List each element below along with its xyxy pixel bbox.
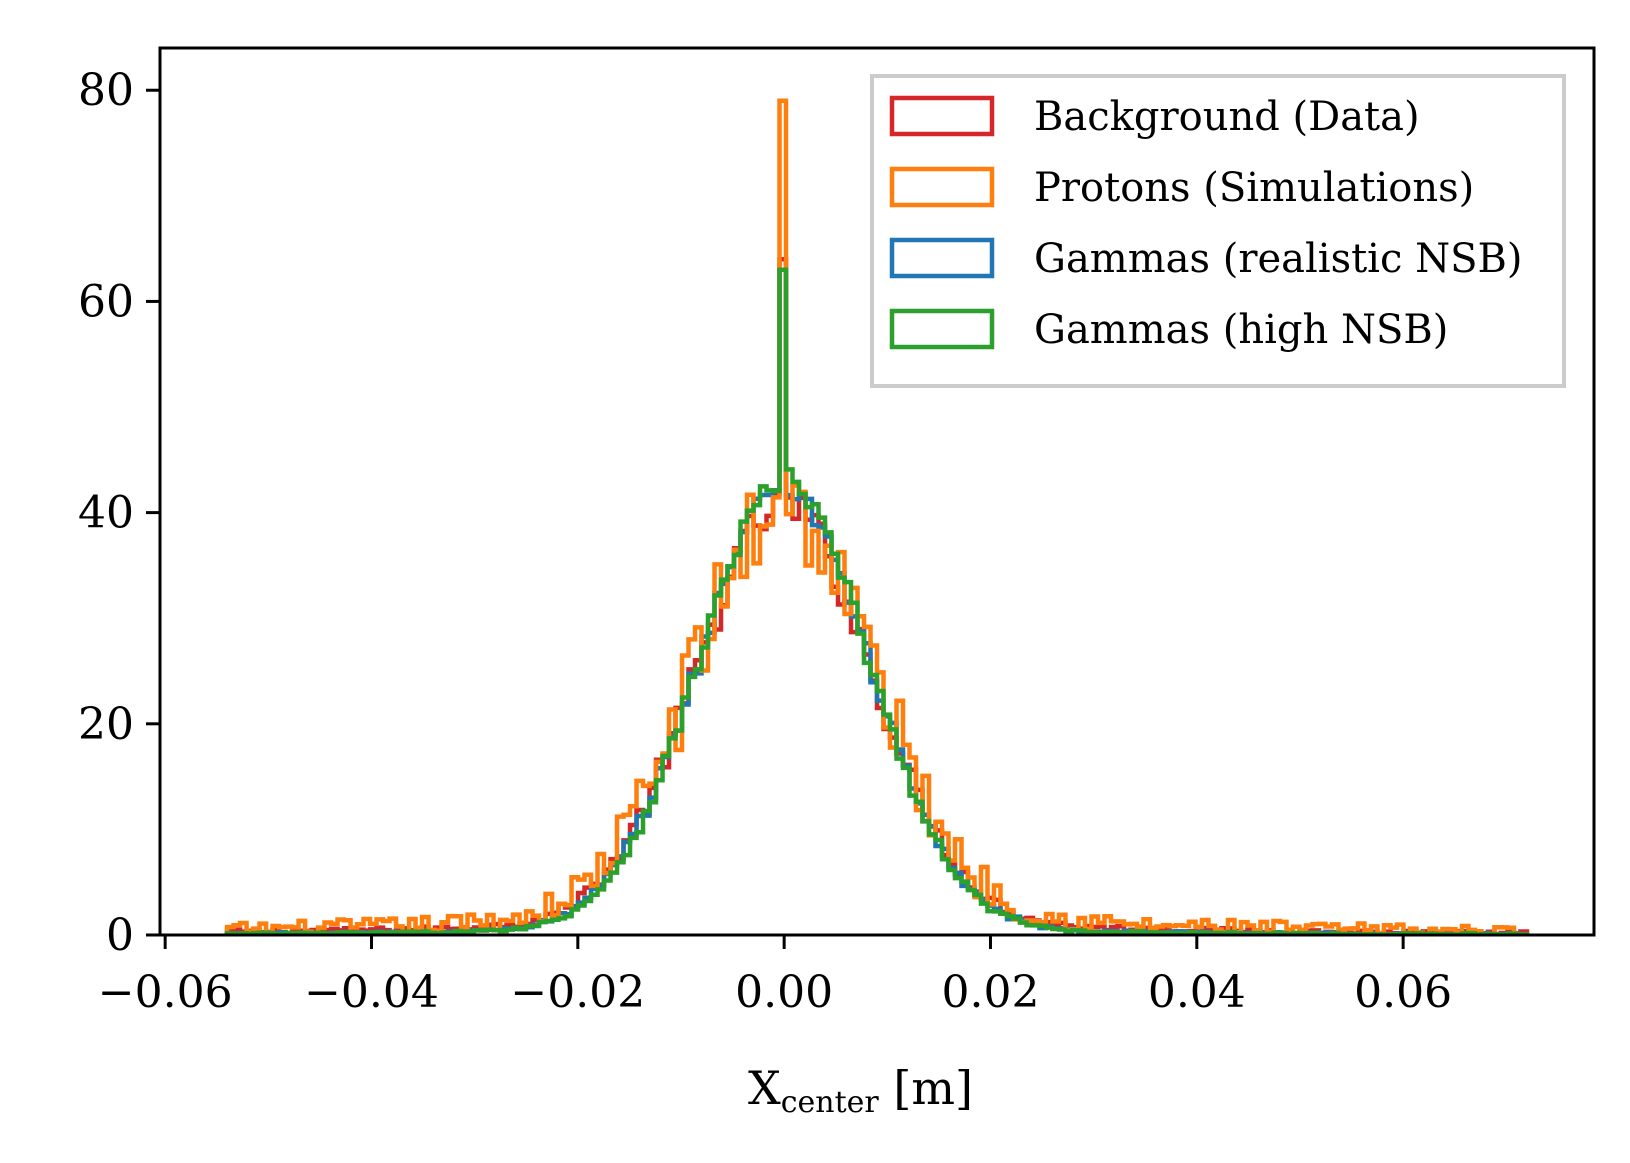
- x-tick-label: 0.04: [1148, 967, 1246, 1018]
- legend-frame: [870, 74, 1566, 388]
- legend-swatch-3: [889, 237, 995, 279]
- x-tick-label: −0.04: [304, 967, 439, 1018]
- x-axis: −0.06 −0.04 −0.02 0.00 0.02 0.04 0.06: [98, 935, 1452, 1018]
- y-tick-label: 80: [78, 65, 134, 116]
- legend-label-2: Protons (Simulations): [1034, 165, 1474, 211]
- x-tick-label: −0.02: [510, 967, 645, 1018]
- y-tick-label: 0: [106, 910, 134, 961]
- legend-label-4: Gammas (high NSB): [1034, 307, 1448, 353]
- legend-label-1: Background (Data): [1034, 94, 1420, 140]
- legend-label-3: Gammas (realistic NSB): [1034, 236, 1523, 282]
- y-axis: 0 20 40 60 80: [78, 65, 160, 961]
- legend-swatch-4: [889, 308, 995, 350]
- x-axis-label-subscript: center: [781, 1085, 880, 1120]
- x-tick-label: 0.00: [735, 967, 833, 1018]
- legend: Background (Data) Protons (Simulations) Ga…: [870, 74, 1566, 388]
- x-axis-label-main: X: [748, 1061, 781, 1115]
- series-4-histogram: [224, 267, 1530, 935]
- y-tick-label: 40: [78, 488, 134, 539]
- series-2-histogram: [224, 98, 1530, 935]
- y-tick-label: 20: [78, 699, 134, 750]
- legend-swatch-2: [889, 166, 995, 208]
- plot-frame: [158, 46, 1596, 937]
- legend-swatch-1: [889, 95, 995, 137]
- x-axis-label: Xcenter [m]: [748, 1061, 973, 1120]
- x-tick-label: 0.02: [941, 967, 1039, 1018]
- y-tick-label: 60: [78, 276, 134, 327]
- x-tick-label: 0.06: [1354, 967, 1452, 1018]
- x-tick-label: −0.06: [98, 967, 233, 1018]
- x-axis-label-unit: [m]: [879, 1061, 973, 1115]
